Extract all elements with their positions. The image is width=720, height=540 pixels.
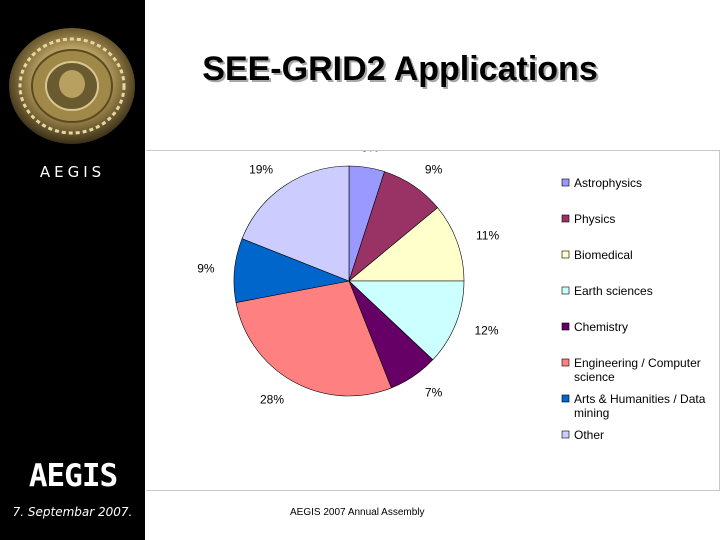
pie-slice-label-5: 28% [260,392,284,406]
pie-slice-label-3: 12% [475,324,499,338]
pie-slice-label-2: 11% [476,228,499,242]
slide-title: SEE-GRID2 Applications [202,50,598,88]
legend-label-0: Astrophysics [574,176,642,190]
aegis-seal-icon [9,28,135,144]
pie-slice-5 [235,280,392,397]
pie-slice-label-1: 9% [425,162,443,176]
legend-label-5: Engineering / Computer [574,356,701,370]
pie-chart: 5% 9% 11% 12% 7% 28% 9% 19% Astrophysics Physics B… [197,151,706,442]
legend-label-1: Physics [574,212,615,226]
legend-swatch-3 [561,286,570,295]
aegis-logo: AEGIS [28,458,118,494]
sidebar-aegis-label: AEGIS [39,163,106,181]
legend-label-6: Arts & Humanities / Data [574,392,706,406]
legend-swatch-7 [561,430,570,439]
legend-swatch-2 [561,250,570,259]
legend-swatch-1 [561,214,570,223]
legend-swatch-4 [561,322,570,331]
legend-label-3: Earth sciences [574,284,653,298]
legend-label-7: Other [574,428,604,442]
pie-slice-label-6: 9% [197,261,215,275]
pie-slice-label-0: 5% [361,151,379,155]
legend-swatch-5 [561,358,570,367]
pie-slice-label-7: 19% [249,162,273,176]
chart-frame: 5% 9% 11% 12% 7% 28% 9% 19% Astrophysics Physics B… [146,150,720,491]
slide-date: 7. Septembar 2007. [12,505,133,519]
legend-label-6-line-2: mining [574,406,609,420]
pie-slice-7 [241,165,350,282]
pie-slice-2 [348,207,465,282]
legend-swatch-0 [561,178,570,187]
legend-label-4: Chemistry [574,320,628,334]
legend-label-5-line-2: science [574,370,615,384]
pie-slice-3 [348,280,465,361]
legend-swatch-6 [561,394,570,403]
footer-text: AEGIS 2007 Annual Assembly [290,507,425,518]
pie-slice-label-4: 7% [425,386,443,400]
sidebar: AEGIS AEGIS 7. Septembar 2007. [0,0,145,540]
legend-label-2: Biomedical [574,248,633,262]
